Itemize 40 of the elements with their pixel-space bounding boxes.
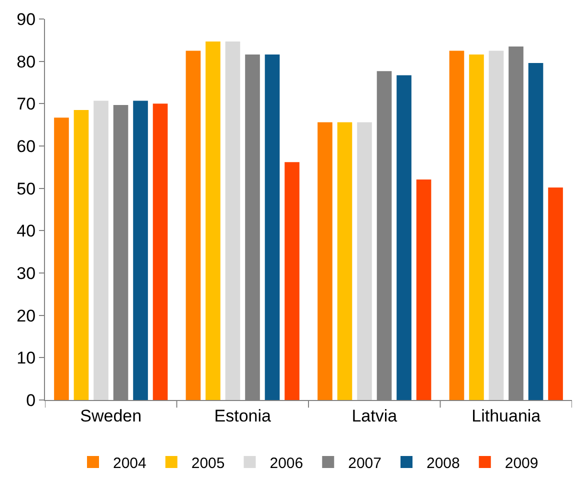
- bar: [337, 122, 352, 400]
- bar: [225, 41, 240, 400]
- y-tick-label: 70: [16, 94, 36, 114]
- x-tick-label: Lithuania: [472, 406, 542, 426]
- bar: [94, 100, 108, 400]
- x-tick-label: Latvia: [352, 406, 398, 426]
- bar: [449, 50, 464, 400]
- y-tick-label: 80: [16, 52, 36, 72]
- y-tick-label: 10: [16, 348, 36, 368]
- x-tick-label: Estonia: [214, 406, 272, 426]
- y-tick-label: 0: [26, 390, 36, 410]
- bar: [488, 50, 504, 400]
- legend-label: 2008: [426, 454, 460, 472]
- bar: [264, 54, 280, 400]
- bar: [318, 122, 332, 400]
- bar: [133, 100, 148, 400]
- legend-label: 2006: [270, 454, 304, 472]
- bar: [548, 187, 563, 400]
- y-tick-label: 60: [16, 136, 36, 156]
- y-tick-label: 90: [16, 10, 36, 29]
- y-tick-label: 20: [16, 306, 36, 326]
- y-tick-label: 40: [16, 222, 36, 241]
- bar: [186, 50, 201, 400]
- bar: [206, 41, 220, 400]
- bar: [357, 122, 372, 400]
- legend-label: 2007: [348, 454, 382, 472]
- bar: [74, 110, 89, 400]
- bar: [396, 75, 412, 400]
- bar: [528, 63, 544, 400]
- bar: [469, 54, 484, 400]
- legend-label: 2004: [113, 454, 146, 472]
- y-tick-label: 50: [16, 179, 36, 198]
- x-tick-label: Sweden: [80, 406, 142, 426]
- bar: [416, 179, 432, 400]
- bar: [54, 118, 69, 400]
- legend-label: 2009: [504, 454, 538, 472]
- legend-label: 2005: [191, 454, 225, 472]
- bar: [152, 104, 168, 400]
- y-tick-label: 30: [16, 264, 36, 283]
- bar: [284, 162, 300, 400]
